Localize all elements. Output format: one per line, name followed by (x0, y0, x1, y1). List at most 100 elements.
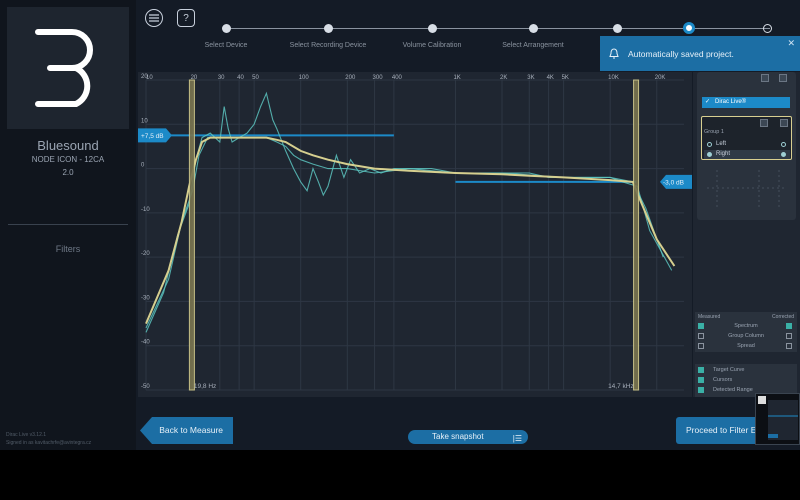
step-dot[interactable] (613, 24, 622, 33)
display-option-row[interactable]: Target Curve (695, 365, 797, 375)
help-button[interactable]: ? (177, 9, 195, 27)
check-icon: ✓ (705, 99, 711, 105)
dirac-live-button[interactable]: ✓ Dirac Live® (702, 97, 790, 108)
target-low-value: +7,5 dB (141, 133, 164, 140)
corrected-checkbox[interactable] (786, 333, 792, 339)
corrected-label: Corrected (772, 314, 794, 320)
frequency-response-chart[interactable]: 10 20 30 40 50 100 200 300 400 1K 2K 3K 4K 5K 10K 20K 20… (138, 72, 692, 397)
close-icon[interactable]: ✕ (787, 38, 795, 48)
step-label: Select Arrangement (502, 42, 564, 49)
option-row[interactable]: Spectrum (695, 321, 797, 331)
measured-checkbox[interactable] (698, 323, 704, 329)
x-tick-label: 4K (547, 75, 554, 81)
step-label: Select Device (204, 42, 248, 49)
target-high-value: -3,0 dB (663, 179, 684, 186)
display-checkbox[interactable] (698, 367, 704, 373)
cursor-high[interactable] (633, 79, 640, 391)
x-tick-label: 40 (237, 75, 244, 81)
step-dot[interactable] (529, 24, 538, 33)
step-label: Select Recording Device (289, 42, 367, 49)
thumbnail-preview (758, 396, 798, 440)
channel-right-label: Right (716, 151, 731, 157)
y-tick-label: 20 (141, 74, 148, 80)
menu-button[interactable] (145, 9, 163, 27)
step-label: Volume Calibration (402, 42, 462, 49)
display-option-label: Detected Range (713, 387, 753, 393)
group-icon[interactable] (760, 119, 768, 127)
x-tick-label: 20 (191, 75, 198, 81)
option-label: Spectrum (734, 323, 758, 329)
option-row[interactable]: Spread (695, 341, 797, 351)
corrected-checkbox[interactable] (786, 323, 792, 329)
toast-message: Automatically saved project. (628, 48, 734, 59)
display-option-row[interactable]: Detected Range (695, 385, 797, 395)
bluesound-b-logo-icon (35, 29, 93, 107)
option-row[interactable]: Group Column (695, 331, 797, 341)
channel-left-label: Left (716, 141, 727, 147)
response-curve (145, 136, 676, 324)
right-panel: ✓ Dirac Live® Group 1 Left Right (693, 72, 800, 397)
response-curve (145, 91, 673, 333)
x-tick-label: 20K (655, 75, 666, 81)
radio-icon (707, 152, 712, 157)
chart-svg[interactable]: 10 20 30 40 50 100 200 300 400 1K 2K 3K 4K 5K 10K 20K20… (138, 72, 692, 397)
display-option-row[interactable]: Cursors (695, 375, 797, 385)
sidebar: Bluesound NODE ICON - 12CA 2.0 Filters D… (0, 0, 136, 450)
cursor-low-label: 19,8 Hz (194, 383, 216, 390)
steps-line (226, 28, 770, 29)
step-dot[interactable] (222, 24, 231, 33)
wizard-steps: Select Device Select Recording Device Volu… (205, 22, 772, 52)
x-tick-label: 50 (252, 75, 259, 81)
device-version: 2.0 (62, 168, 74, 177)
x-tick-label: 3K (527, 75, 534, 81)
measured-label: Measured (698, 314, 721, 320)
menu-icon (149, 14, 159, 22)
bluesound-logo (7, 7, 129, 129)
x-tick-label: 1K (453, 75, 460, 81)
snapshot-label: Take snapshot (432, 432, 484, 441)
snapshot-list-icon[interactable]: |☰ (512, 434, 522, 443)
sidebar-divider (8, 224, 128, 225)
measured-checkbox[interactable] (698, 333, 704, 339)
back-to-measure-button[interactable]: Back to Measure (140, 417, 233, 444)
x-tick-label: 2K (500, 75, 507, 81)
channel-right[interactable]: Right (704, 150, 790, 159)
visibility-icon[interactable] (779, 74, 787, 82)
step-dot[interactable] (428, 24, 437, 33)
y-tick-label: -50 (141, 384, 150, 390)
display-option-label: Target Curve (713, 367, 745, 373)
x-tick-label: 100 (299, 75, 310, 81)
bottom-bar: Back to Measure Take snapshot |☰ Proceed… (136, 397, 800, 450)
step-dot[interactable] (763, 24, 772, 33)
cursor-options: Target Curve Cursors Detected Range (695, 364, 797, 397)
measured-checkbox[interactable] (698, 343, 704, 349)
app-version: Dirac Live v3.12.1 (6, 432, 47, 438)
step-dot[interactable] (324, 24, 333, 33)
sidebar-item-filters[interactable]: Filters (55, 244, 81, 254)
device-model: NODE ICON - 12CA (31, 155, 105, 164)
step-dot[interactable] (683, 22, 695, 34)
take-snapshot-button[interactable]: Take snapshot |☰ (408, 430, 528, 444)
target-high-handle[interactable] (660, 174, 692, 189)
y-tick-label: 0 (141, 163, 145, 169)
group-visibility-icon[interactable] (780, 119, 788, 127)
x-tick-label: 5K (562, 75, 569, 81)
group-card[interactable]: Group 1 Left Right (701, 116, 792, 160)
display-options: Measured Corrected Spectrum Group Column S… (695, 312, 797, 352)
target-low-handle[interactable] (138, 128, 172, 143)
display-checkbox[interactable] (698, 387, 704, 393)
x-tick-label: 300 (373, 75, 384, 81)
display-option-label: Cursors (713, 377, 733, 383)
y-tick-label: -10 (141, 207, 150, 213)
group-settings-icon[interactable] (761, 74, 769, 82)
signed-in-user: Signed in as kavitachrfe@avintegra.cz (6, 440, 92, 446)
cursor-low[interactable] (188, 79, 195, 391)
device-name: Bluesound (37, 138, 99, 153)
display-checkbox[interactable] (698, 377, 704, 383)
app-window: Bluesound NODE ICON - 12CA 2.0 Filters D… (0, 0, 800, 450)
dirac-live-label: Dirac Live® (715, 99, 747, 105)
speaker-layout-area (707, 170, 787, 210)
corrected-checkbox[interactable] (786, 343, 792, 349)
channel-left[interactable]: Left (704, 140, 790, 149)
option-label: Spread (737, 343, 755, 349)
